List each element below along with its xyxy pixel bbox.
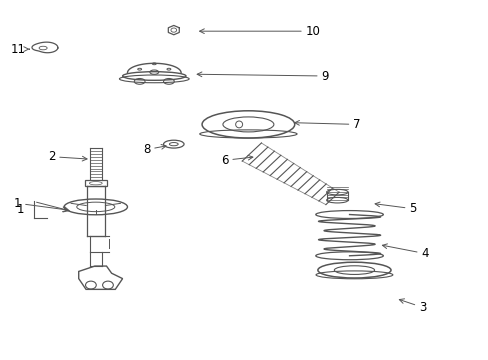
Text: 9: 9 (197, 69, 328, 82)
Text: 4: 4 (382, 244, 428, 260)
Text: 7: 7 (294, 118, 360, 131)
Text: 3: 3 (399, 299, 426, 314)
Text: 8: 8 (143, 143, 166, 156)
Text: 10: 10 (199, 25, 320, 38)
Text: 6: 6 (221, 154, 252, 167)
Text: 2: 2 (48, 150, 87, 163)
Text: 5: 5 (374, 202, 416, 215)
Text: 11: 11 (10, 42, 29, 55)
Text: 1: 1 (14, 197, 67, 212)
Text: 1: 1 (17, 203, 24, 216)
